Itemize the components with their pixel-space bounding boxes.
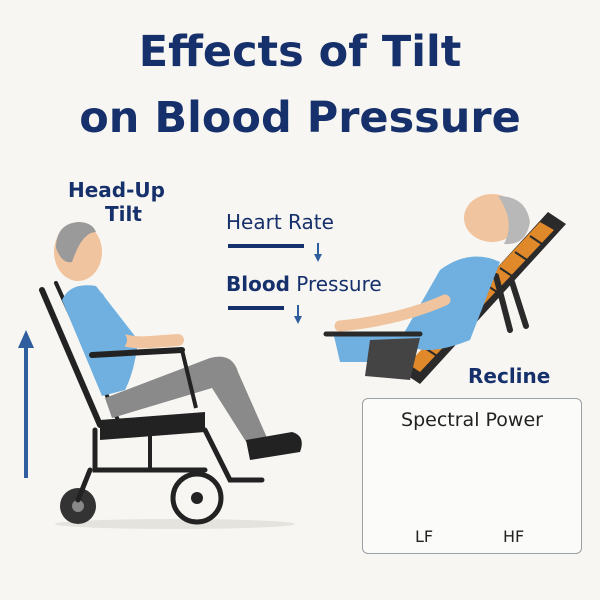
heart-rate-down-arrow-icon xyxy=(314,243,322,262)
recline-label: Recline xyxy=(468,364,551,388)
spectral-power-title: Spectral Power xyxy=(401,409,543,431)
blood-pressure-down-arrow-icon xyxy=(294,305,302,324)
blood-pressure-label-rest: Pressure xyxy=(289,272,382,296)
band-label-hf: HF xyxy=(503,527,525,546)
head-up-label-line-1: Head-Up xyxy=(68,178,165,202)
title-line-1: Effects of Tilt xyxy=(138,27,462,77)
band-label-lf: LF xyxy=(415,527,434,546)
head-up-label-line-2: Tilt xyxy=(105,202,142,226)
blood-pressure-label-bold: Blood xyxy=(226,272,290,296)
blood-pressure-label: Blood Pressure xyxy=(226,272,382,296)
recline-person-illustration xyxy=(323,194,566,384)
up-arrow-icon xyxy=(18,330,34,478)
spectral-power-panel: Spectral Power LF HF xyxy=(362,398,582,554)
title-line-2: on Blood Pressure xyxy=(79,93,521,143)
heart-rate-label: Heart Rate xyxy=(226,210,334,234)
wheelchair-person-illustration xyxy=(39,222,302,525)
floor-shadow xyxy=(55,519,295,529)
